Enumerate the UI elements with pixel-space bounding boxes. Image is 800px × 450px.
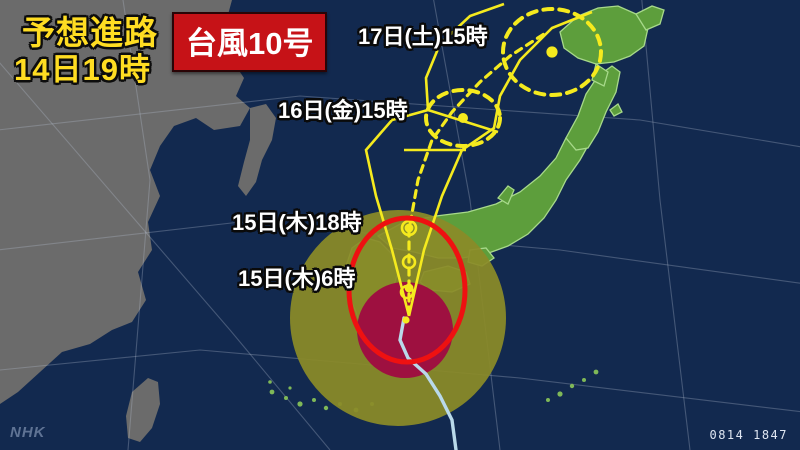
page-title: 予想進路: [22, 14, 158, 51]
past-track-line: [398, 316, 458, 450]
forecast-center-dots: [404, 46, 558, 293]
observed-time-label: 14日19時: [14, 52, 151, 87]
continent-landmass: [0, 0, 276, 442]
storm-center-marker: [402, 316, 410, 324]
probability-circle-17th: [501, 7, 603, 97]
warning-area-circle: [346, 215, 468, 365]
storm-name-badge: 台風10号: [172, 12, 328, 72]
probability-circles: [424, 7, 603, 148]
forecast-label-16th: 16日(金)15時: [278, 98, 408, 123]
forecast-label-15th-18: 15日(木)18時: [232, 210, 362, 235]
broadcaster-watermark: NHK: [10, 424, 46, 441]
center-dot-17th: [546, 46, 558, 58]
probability-circle-16th: [424, 88, 502, 148]
center-dot-16th: [458, 113, 468, 123]
center-dot-15th-06: [404, 283, 414, 293]
forecast-label-17th: 17日(土)15時: [358, 24, 488, 49]
forecast-label-15th-06: 15日(木)6時: [238, 266, 356, 291]
center-dot-15th-18: [404, 223, 414, 233]
timestamp-stamp: 0814 1847: [709, 428, 788, 442]
